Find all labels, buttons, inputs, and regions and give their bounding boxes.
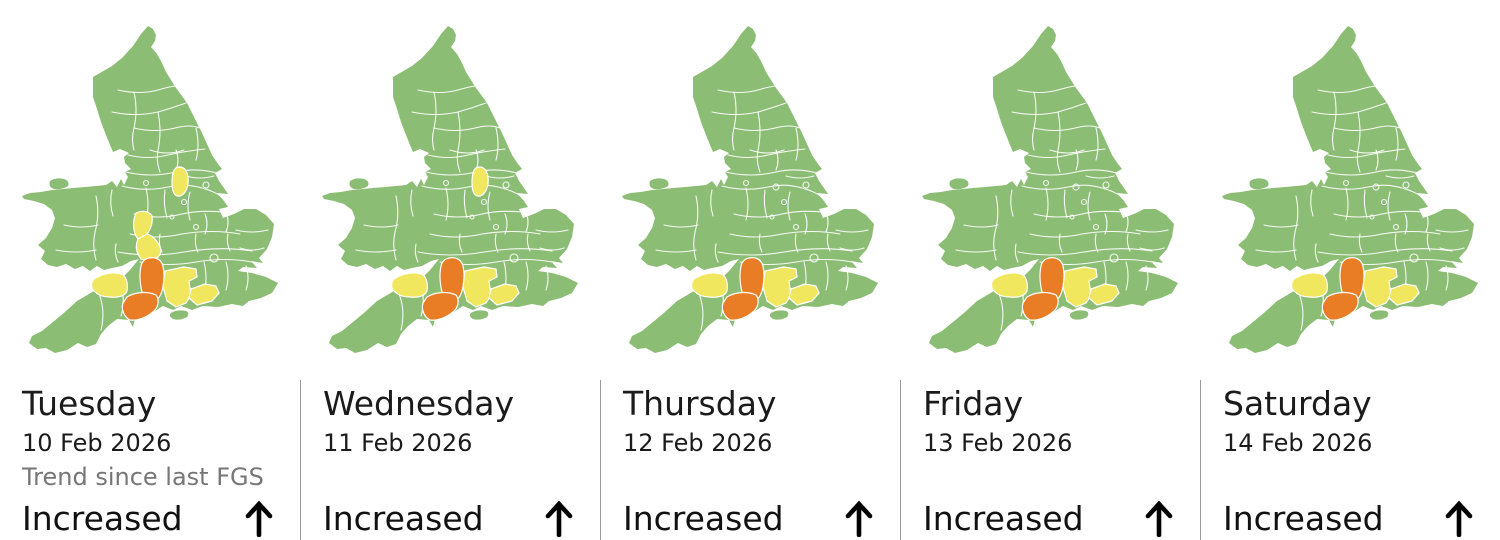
day-label: Thursday	[623, 384, 777, 423]
day-label: Friday	[923, 384, 1024, 423]
map-region-nottinghamshire	[171, 166, 189, 197]
panel-caption: Saturday 14 Feb 2026 Increased	[1200, 380, 1500, 540]
trend-value: Increased	[22, 498, 183, 538]
trend-caption	[323, 464, 600, 494]
panel-caption: Friday 13 Feb 2026 Increased	[900, 380, 1200, 540]
flood-risk-map	[900, 0, 1200, 380]
trend-row: Increased	[623, 499, 900, 538]
trend-caption	[923, 464, 1200, 494]
trend-up-arrow-icon	[844, 499, 874, 537]
day-label: Saturday	[1223, 384, 1372, 423]
date-label: 10 Feb 2026	[22, 429, 172, 458]
flood-risk-map	[300, 0, 600, 380]
trend-up-arrow-icon	[244, 499, 274, 537]
map-region-dorset	[1021, 291, 1059, 321]
date-label: 11 Feb 2026	[323, 429, 473, 458]
trend-caption	[623, 464, 900, 494]
map-region-dorset	[421, 291, 459, 321]
forecast-panel-wednesday: Wednesday 11 Feb 2026 Increased	[300, 0, 600, 540]
trend-value: Increased	[923, 498, 1084, 538]
date-label: 14 Feb 2026	[1223, 429, 1373, 458]
forecast-panel-thursday: Thursday 12 Feb 2026 Increased	[600, 0, 900, 540]
panel-caption: Wednesday 11 Feb 2026 Increased	[300, 380, 600, 540]
day-label: Wednesday	[323, 384, 515, 423]
trend-up-arrow-icon	[544, 499, 574, 537]
panel-caption: Thursday 12 Feb 2026 Increased	[600, 380, 900, 540]
flood-risk-map	[1200, 0, 1500, 380]
map-region-somerset	[1291, 272, 1328, 298]
trend-value: Increased	[1223, 498, 1384, 538]
trend-value: Increased	[623, 498, 784, 538]
day-label: Tuesday	[22, 384, 157, 423]
flood-risk-map	[0, 0, 300, 380]
map-region-somerset	[691, 272, 728, 298]
trend-row: Increased	[22, 499, 300, 538]
map-region-dorset	[721, 291, 759, 321]
forecast-panel-friday: Friday 13 Feb 2026 Increased	[900, 0, 1200, 540]
panel-caption: Tuesday 10 Feb 2026 Trend since last FGS…	[0, 380, 300, 540]
date-label: 12 Feb 2026	[623, 429, 773, 458]
trend-caption	[1223, 464, 1500, 494]
forecast-panel-saturday: Saturday 14 Feb 2026 Increased	[1200, 0, 1500, 540]
date-label: 13 Feb 2026	[923, 429, 1073, 458]
trend-caption: Trend since last FGS	[22, 462, 264, 491]
map-region-dorset	[1321, 291, 1359, 321]
trend-row: Increased	[923, 499, 1200, 538]
trend-value: Increased	[323, 498, 484, 538]
trend-up-arrow-icon	[1444, 499, 1474, 537]
forecast-panel-tuesday: Tuesday 10 Feb 2026 Trend since last FGS…	[0, 0, 300, 540]
trend-row: Increased	[323, 499, 600, 538]
map-region-somerset	[391, 272, 428, 298]
map-region-somerset	[991, 272, 1028, 298]
map-region-somerset	[91, 272, 128, 298]
trend-up-arrow-icon	[1144, 499, 1174, 537]
trend-row: Increased	[1223, 499, 1500, 538]
map-region-nottinghamshire	[471, 166, 489, 197]
map-region-dorset	[121, 291, 159, 321]
flood-risk-map	[600, 0, 900, 380]
